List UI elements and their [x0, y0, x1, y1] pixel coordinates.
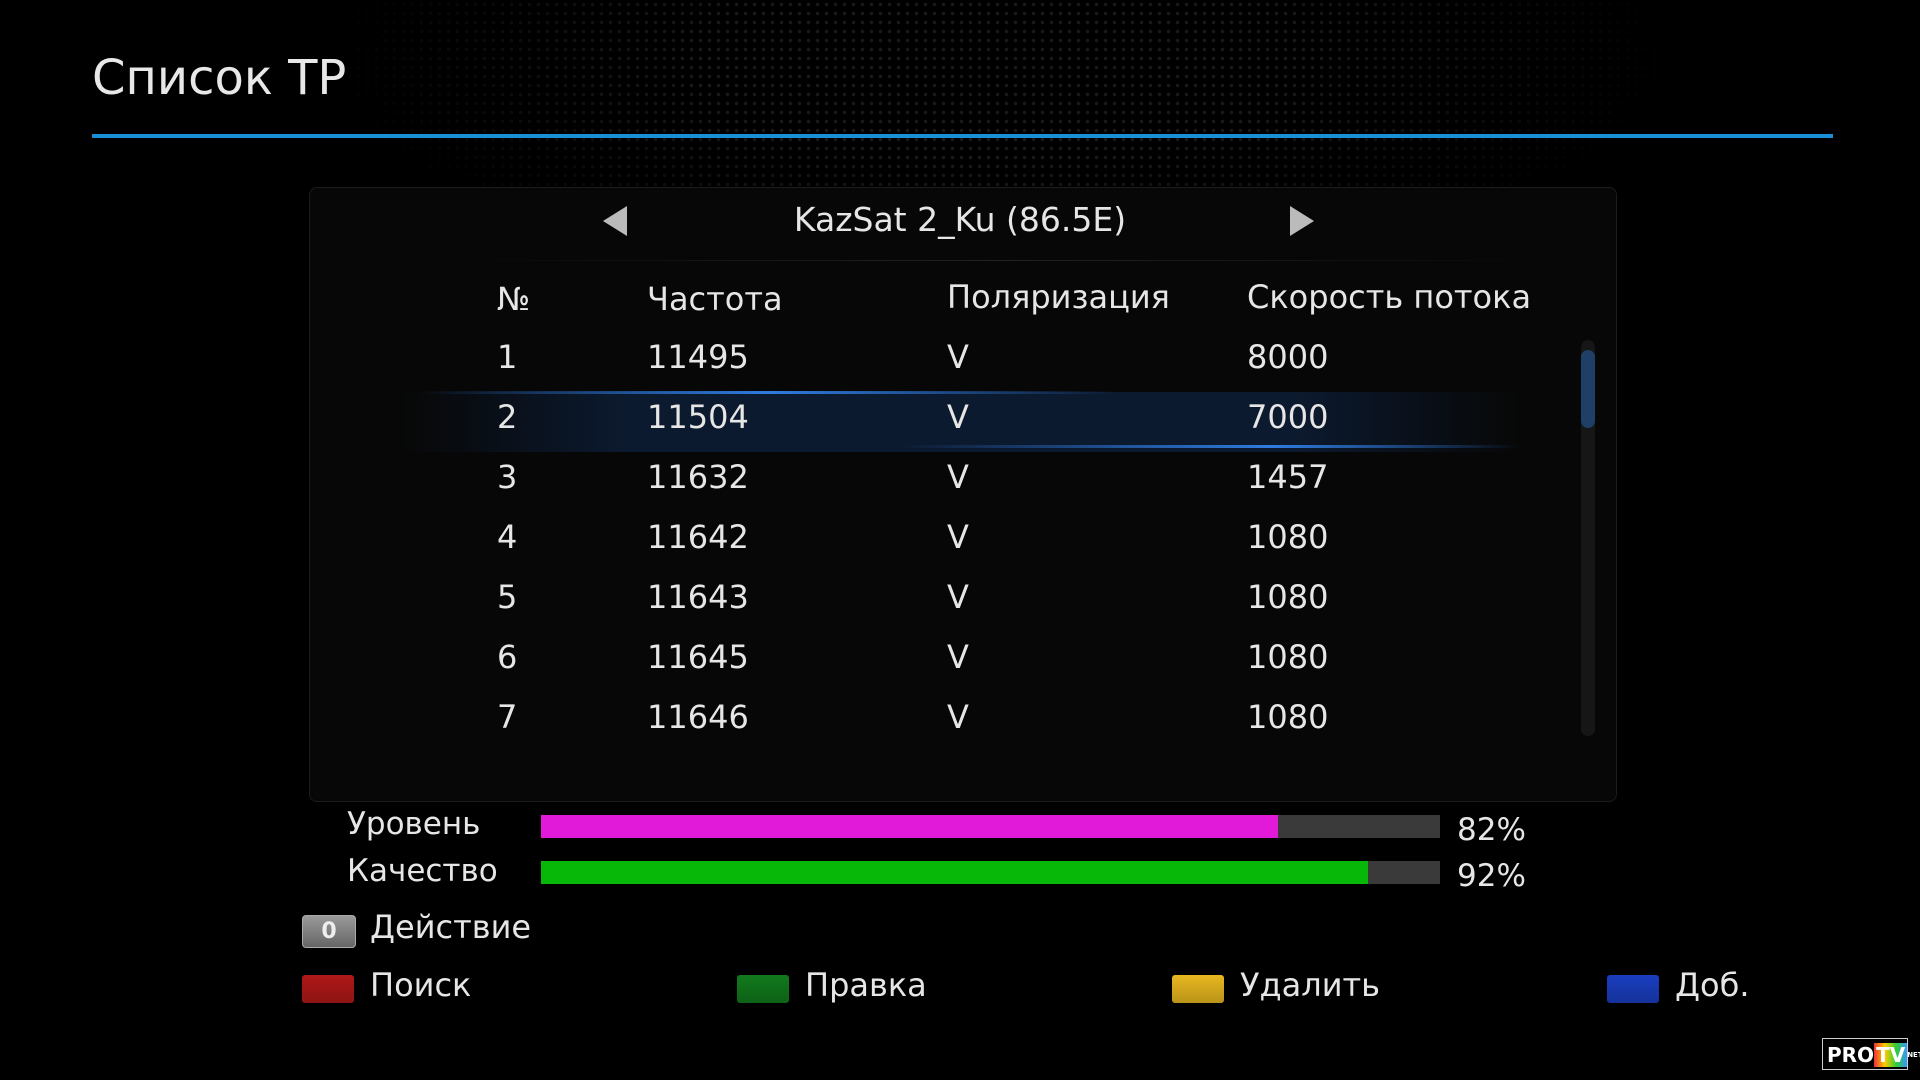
row-symbol-rate[interactable]: 1080	[1247, 578, 1329, 616]
column-header-frequency: Частота	[647, 280, 783, 318]
row-polarization[interactable]: V	[947, 578, 969, 616]
row-number[interactable]: 5	[497, 578, 518, 616]
divider	[450, 260, 1550, 261]
scrollbar[interactable]	[1581, 340, 1595, 736]
row-frequency[interactable]: 11645	[647, 638, 749, 676]
level-percent: 82%	[1457, 812, 1526, 848]
key-0-icon[interactable]: 0	[302, 915, 356, 948]
level-label: Уровень	[347, 806, 481, 842]
row-frequency[interactable]: 11632	[647, 458, 749, 496]
row-number[interactable]: 4	[497, 518, 518, 556]
action-label[interactable]: Действие	[370, 908, 532, 946]
yellow-key-icon[interactable]	[1172, 975, 1224, 1003]
page-title: Список TP	[92, 50, 347, 106]
row-number[interactable]: 1	[497, 338, 518, 376]
row-polarization[interactable]: V	[947, 338, 969, 376]
row-polarization[interactable]: V	[947, 518, 969, 556]
transponder-panel	[309, 187, 1617, 802]
quality-bar-fill	[541, 861, 1369, 884]
row-number[interactable]: 2	[497, 398, 518, 436]
arrow-left-icon[interactable]	[603, 206, 627, 236]
row-polarization[interactable]: V	[947, 398, 969, 436]
row-frequency[interactable]: 11504	[647, 398, 749, 436]
selection-glow	[900, 445, 1520, 448]
row-symbol-rate[interactable]: 1080	[1247, 698, 1329, 736]
red-key-icon[interactable]	[302, 975, 354, 1003]
scrollbar-thumb[interactable]	[1581, 350, 1595, 428]
row-number[interactable]: 3	[497, 458, 518, 496]
row-frequency[interactable]: 11646	[647, 698, 749, 736]
watermark-logo: PROTVNET.UA	[1822, 1038, 1920, 1070]
quality-percent: 92%	[1457, 858, 1526, 894]
title-divider	[92, 134, 1833, 138]
quality-bar	[541, 861, 1440, 884]
selection-glow	[420, 391, 1120, 394]
row-frequency[interactable]: 11643	[647, 578, 749, 616]
arrow-right-icon[interactable]	[1290, 206, 1314, 236]
row-polarization[interactable]: V	[947, 638, 969, 676]
row-symbol-rate[interactable]: 1080	[1247, 638, 1329, 676]
column-header-symbol-rate: Скорость потока	[1247, 278, 1532, 316]
quality-label: Качество	[347, 853, 498, 889]
row-polarization[interactable]: V	[947, 698, 969, 736]
column-header-polarization: Поляризация	[947, 278, 1170, 316]
row-frequency[interactable]: 11495	[647, 338, 749, 376]
satellite-name[interactable]: KazSat 2_Ku (86.5E)	[793, 200, 1127, 239]
row-polarization[interactable]: V	[947, 458, 969, 496]
edit-button[interactable]: Правка	[805, 966, 927, 1004]
selected-row-highlight	[400, 392, 1520, 452]
column-header-number: №	[497, 280, 531, 318]
row-number[interactable]: 7	[497, 698, 518, 736]
row-symbol-rate[interactable]: 8000	[1247, 338, 1329, 376]
add-button[interactable]: Доб.	[1675, 966, 1750, 1004]
row-number[interactable]: 6	[497, 638, 518, 676]
level-bar	[541, 815, 1440, 838]
blue-key-icon[interactable]	[1607, 975, 1659, 1003]
level-bar-fill	[541, 815, 1279, 838]
row-frequency[interactable]: 11642	[647, 518, 749, 556]
row-symbol-rate[interactable]: 7000	[1247, 398, 1329, 436]
row-symbol-rate[interactable]: 1080	[1247, 518, 1329, 556]
search-button[interactable]: Поиск	[370, 966, 472, 1004]
delete-button[interactable]: Удалить	[1240, 966, 1380, 1004]
green-key-icon[interactable]	[737, 975, 789, 1003]
row-symbol-rate[interactable]: 1457	[1247, 458, 1329, 496]
